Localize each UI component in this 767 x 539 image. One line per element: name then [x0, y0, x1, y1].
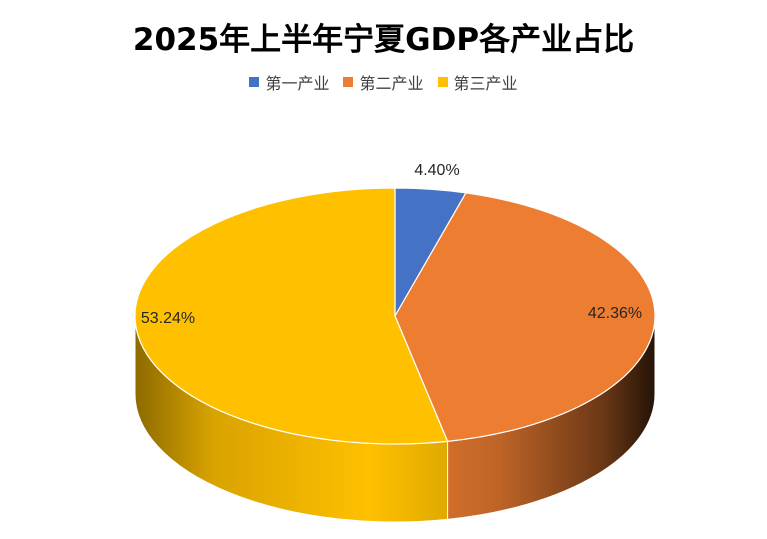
data-labels: 4.40% 42.36% 53.24%	[141, 162, 642, 327]
pie-tops	[134, 187, 656, 445]
legend-swatch-tertiary	[437, 77, 448, 87]
chart-title: 2025年上半年宁夏GDP各产业占比	[132, 22, 635, 58]
data-label-primary: 4.40%	[414, 162, 459, 179]
legend: 第一产业 第二产业 第三产业	[0, 70, 767, 94]
legend-label-tertiary: 第三产业	[453, 74, 518, 93]
legend-item-secondary: 第二产业	[343, 70, 424, 94]
slice-tertiary	[134, 187, 449, 445]
legend-label-primary: 第一产业	[265, 74, 330, 93]
slice-secondary	[394, 192, 656, 442]
legend-swatch-secondary	[343, 77, 354, 87]
legend-item-tertiary: 第三产业	[437, 70, 518, 94]
data-label-tertiary: 53.24%	[141, 310, 195, 327]
legend-label-secondary: 第二产业	[359, 74, 424, 93]
data-label-secondary: 42.36%	[588, 305, 642, 322]
legend-swatch-primary	[249, 77, 260, 87]
legend-item-primary: 第一产业	[249, 70, 329, 94]
